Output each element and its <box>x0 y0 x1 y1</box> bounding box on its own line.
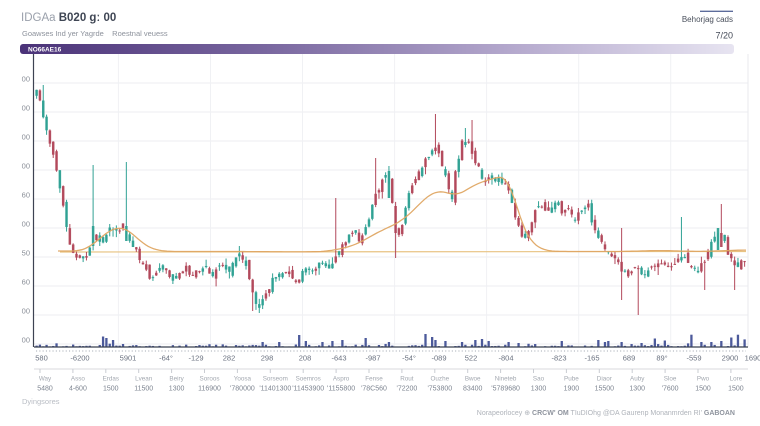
svg-text:Pwo: Pwo <box>697 376 710 383</box>
svg-text:Soemros: Soemros <box>296 376 321 383</box>
svg-text:Lore: Lore <box>730 376 743 383</box>
svg-text:298: 298 <box>261 354 274 363</box>
svg-text:-54°: -54° <box>402 354 416 363</box>
svg-text:00: 00 <box>22 133 30 142</box>
svg-text:Asso: Asso <box>71 376 85 383</box>
svg-text:'11453900: '11453900 <box>292 386 324 393</box>
svg-text:89°: 89° <box>656 354 667 363</box>
svg-text:00: 00 <box>22 75 30 84</box>
svg-text:Lvean: Lvean <box>135 376 153 383</box>
svg-text:-823: -823 <box>551 354 566 363</box>
svg-text:-089: -089 <box>431 354 446 363</box>
svg-text:Aspro: Aspro <box>333 376 350 383</box>
svg-text:-643: -643 <box>331 354 346 363</box>
svg-text:'7600: '7600 <box>662 386 679 393</box>
svg-text:-987: -987 <box>365 354 380 363</box>
svg-text:11500: 11500 <box>134 386 153 393</box>
svg-text:5901: 5901 <box>120 354 137 363</box>
svg-text:Ouzhe: Ouzhe <box>431 376 450 383</box>
svg-text:1500: 1500 <box>728 386 744 393</box>
svg-text:NO66AE16: NO66AE16 <box>28 47 62 54</box>
svg-text:Goawses Ind yer Yagrde Roes: Goawses Ind yer Yagrde Roestnal veuess <box>22 29 168 38</box>
svg-text:-804: -804 <box>498 354 513 363</box>
svg-text:Diaor: Diaor <box>597 376 612 383</box>
svg-text:Sao: Sao <box>533 376 545 383</box>
svg-text:1300: 1300 <box>169 386 185 393</box>
svg-text:'5789680: '5789680 <box>491 386 520 393</box>
svg-text:60: 60 <box>22 191 30 200</box>
svg-text:208: 208 <box>299 354 312 363</box>
svg-text:1690: 1690 <box>745 354 760 363</box>
svg-text:1500: 1500 <box>695 386 711 393</box>
svg-text:580: 580 <box>35 354 48 363</box>
svg-text:Behorjag cads: Behorjag cads <box>682 15 733 24</box>
svg-text:522: 522 <box>465 354 478 363</box>
svg-text:'753800: '753800 <box>427 386 452 393</box>
svg-text:00: 00 <box>22 307 30 316</box>
svg-text:Soroos: Soroos <box>200 376 220 383</box>
svg-text:-6200: -6200 <box>70 354 89 363</box>
svg-text:4-600: 4-600 <box>69 386 87 393</box>
svg-text:-129: -129 <box>188 354 203 363</box>
svg-text:Auby: Auby <box>630 376 645 383</box>
svg-text:Pube: Pube <box>564 376 579 383</box>
svg-text:Yoosa: Yoosa <box>234 376 252 383</box>
svg-text:'1155800: '1155800 <box>327 386 355 393</box>
svg-text:'780000: '780000 <box>230 386 255 393</box>
svg-text:Erdas: Erdas <box>103 376 119 383</box>
svg-text:Way: Way <box>39 376 52 383</box>
svg-text:Bwoe: Bwoe <box>465 376 481 383</box>
svg-text:1300: 1300 <box>531 386 547 393</box>
svg-text:Sloe: Sloe <box>664 376 677 383</box>
svg-text:2900: 2900 <box>722 354 739 363</box>
svg-text:Sorseom: Sorseom <box>263 376 288 383</box>
svg-text:Fense: Fense <box>365 376 383 383</box>
svg-text:1900: 1900 <box>564 386 580 393</box>
svg-text:00: 00 <box>22 220 30 229</box>
svg-text:689: 689 <box>623 354 636 363</box>
svg-text:'72200: '72200 <box>396 386 417 393</box>
svg-text:00: 00 <box>22 336 30 345</box>
svg-text:-165: -165 <box>584 354 599 363</box>
svg-text:83400: 83400 <box>463 386 483 393</box>
svg-text:Rout: Rout <box>400 376 414 383</box>
svg-text:116900: 116900 <box>198 386 221 393</box>
svg-text:Nineteb: Nineteb <box>495 376 517 383</box>
svg-text:60: 60 <box>22 278 30 287</box>
svg-text:00: 00 <box>22 162 30 171</box>
svg-text:15500: 15500 <box>595 386 615 393</box>
svg-text:IDGAa B020 gː 00: IDGAa B020 gː 00 <box>21 12 116 24</box>
svg-text:Beiry: Beiry <box>169 376 184 383</box>
svg-text:1500: 1500 <box>103 386 119 393</box>
svg-text:7/20: 7/20 <box>715 31 733 41</box>
svg-text:00: 00 <box>22 104 30 113</box>
svg-text:-559: -559 <box>686 354 701 363</box>
svg-text:1300: 1300 <box>629 386 645 393</box>
svg-text:50: 50 <box>22 249 30 258</box>
svg-text:'78C560: '78C560 <box>361 386 387 393</box>
svg-text:'11401300: '11401300 <box>259 386 291 393</box>
svg-text:Dyingsores: Dyingsores <box>22 397 60 406</box>
svg-text:Norapeorlocey ⊕ CRCW' OM TIuDI: Norapeorlocey ⊕ CRCW' OM TIuDIOhg @DA Ga… <box>477 410 735 417</box>
svg-text:-64°: -64° <box>159 354 173 363</box>
svg-text:5480: 5480 <box>37 386 53 393</box>
svg-text:282: 282 <box>223 354 236 363</box>
